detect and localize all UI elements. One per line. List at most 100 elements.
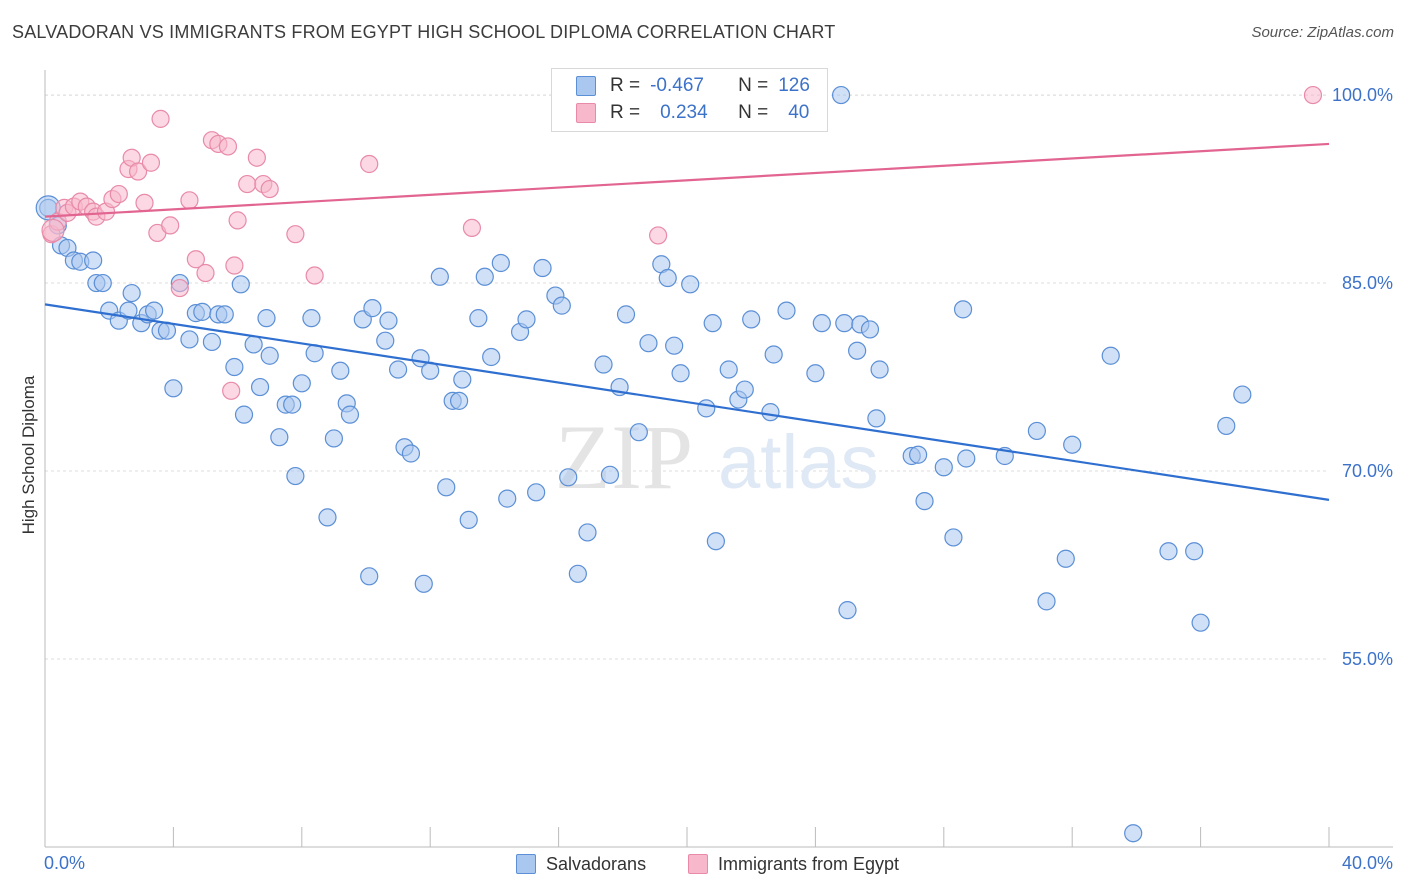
data-point xyxy=(231,275,250,294)
data-point xyxy=(777,301,796,320)
data-point xyxy=(119,301,138,320)
data-point xyxy=(658,268,677,288)
data-point xyxy=(498,489,517,508)
data-point xyxy=(318,508,337,527)
data-point xyxy=(1159,542,1178,561)
data-point xyxy=(835,314,854,333)
data-point xyxy=(761,403,780,422)
correlation-legend: R = -0.467 N = 126 R = 0.234 N = 40 xyxy=(551,68,828,132)
data-point xyxy=(141,153,161,172)
data-point xyxy=(84,251,103,270)
legend-item-egypt[interactable]: Immigrants from Egypt xyxy=(688,852,899,876)
y-tick-label: 100.0% xyxy=(1332,85,1393,105)
data-point xyxy=(202,332,222,352)
data-point xyxy=(324,429,343,448)
data-point xyxy=(260,179,279,199)
data-point xyxy=(1185,542,1204,561)
data-point xyxy=(639,334,658,353)
data-point xyxy=(706,532,725,551)
legend-n-label: N = xyxy=(738,75,769,96)
data-point xyxy=(164,379,183,398)
data-point xyxy=(193,302,212,321)
data-point xyxy=(838,601,857,620)
data-point xyxy=(360,567,379,586)
data-point xyxy=(671,364,690,383)
legend-r-label: R = xyxy=(610,102,641,123)
data-point xyxy=(953,300,973,319)
y-tick-label: 70.0% xyxy=(1342,461,1393,481)
data-point xyxy=(363,299,382,318)
data-point xyxy=(697,399,716,418)
data-point xyxy=(848,341,867,360)
data-point xyxy=(1124,824,1143,843)
data-point xyxy=(135,193,154,212)
data-point xyxy=(414,574,433,593)
data-point-cluster xyxy=(41,218,65,243)
y-tick-label: 55.0% xyxy=(1342,649,1393,669)
data-point xyxy=(915,492,934,511)
data-point xyxy=(170,278,189,298)
chart-source: Source: ZipAtlas.com xyxy=(1251,24,1394,41)
data-point xyxy=(568,564,587,583)
data-point xyxy=(517,310,536,329)
data-point xyxy=(260,346,279,365)
data-point xyxy=(459,510,478,530)
data-point xyxy=(1063,435,1082,454)
data-point xyxy=(1101,346,1120,365)
data-point xyxy=(735,380,754,399)
legend-item-salvadorans[interactable]: Salvadorans xyxy=(516,852,646,876)
data-point xyxy=(244,335,263,354)
data-point xyxy=(1217,416,1236,436)
data-point xyxy=(600,465,620,484)
data-point xyxy=(806,364,825,383)
data-point xyxy=(665,336,684,355)
y-axis-label: High School Diploma xyxy=(19,375,38,535)
x-tick-label: 0.0% xyxy=(44,853,85,873)
data-point xyxy=(867,409,886,428)
data-point xyxy=(93,273,112,293)
data-point xyxy=(552,296,571,315)
data-point xyxy=(449,391,469,410)
watermark-atlas: atlas xyxy=(718,420,879,505)
legend-swatch-pink xyxy=(688,854,708,874)
data-point xyxy=(1027,421,1046,441)
data-point xyxy=(594,355,613,374)
data-point xyxy=(286,225,305,244)
data-point xyxy=(186,250,205,269)
data-point xyxy=(151,109,170,128)
legend-swatch-pink xyxy=(576,103,596,123)
data-point xyxy=(934,458,953,477)
data-point xyxy=(331,361,350,380)
chart-title: SALVADORAN VS IMMIGRANTS FROM EGYPT HIGH… xyxy=(12,22,836,42)
data-point xyxy=(360,154,379,174)
data-point xyxy=(527,483,546,502)
data-point xyxy=(462,218,482,238)
data-point xyxy=(145,301,164,320)
data-point xyxy=(1233,385,1252,404)
data-point xyxy=(238,174,257,194)
data-point xyxy=(616,305,636,324)
legend-row-egypt: R = 0.234 N = 40 xyxy=(576,100,809,126)
data-point xyxy=(437,478,456,497)
data-point xyxy=(870,360,889,379)
legend-row-salvadorans: R = -0.467 N = 126 xyxy=(576,73,810,99)
data-point xyxy=(270,428,289,447)
data-point xyxy=(475,267,494,286)
data-point xyxy=(257,309,276,328)
legend-label-salvadorans: Salvadorans xyxy=(546,853,647,874)
data-point xyxy=(225,256,244,275)
trend-lines xyxy=(44,142,1330,501)
data-point xyxy=(302,309,321,328)
watermark-zip: ZIP xyxy=(555,406,693,508)
data-point xyxy=(234,405,254,424)
data-point xyxy=(909,445,928,464)
x-tick-label: 40.0% xyxy=(1342,853,1393,873)
data-point xyxy=(957,449,976,468)
data-point xyxy=(340,405,360,424)
data-point xyxy=(860,320,880,339)
data-point xyxy=(1191,613,1210,632)
data-point xyxy=(247,148,266,167)
data-point xyxy=(109,184,128,204)
data-point xyxy=(578,523,597,542)
